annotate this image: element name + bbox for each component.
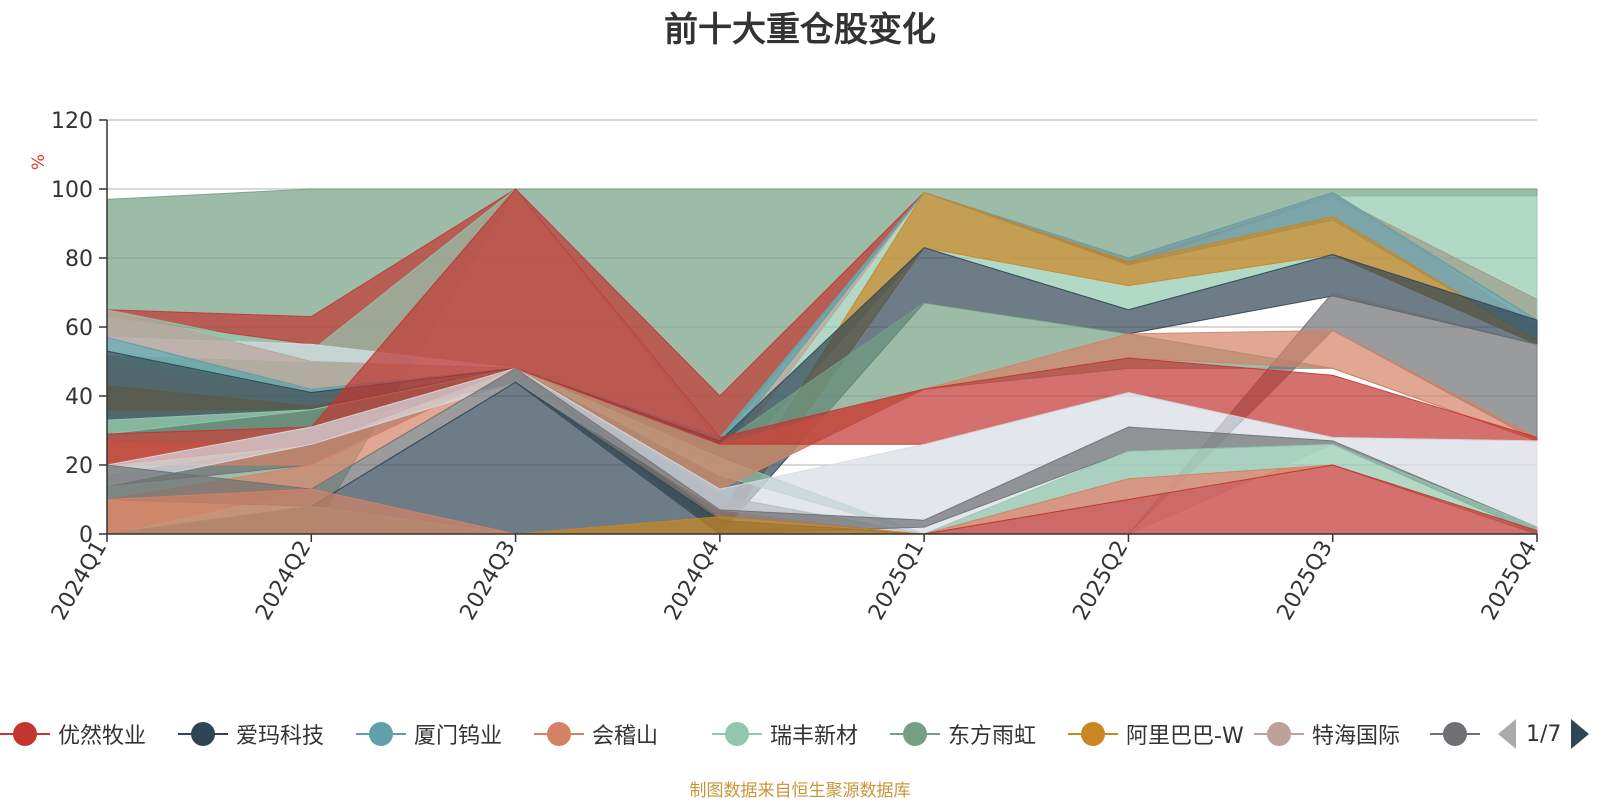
y-axis-label: % — [29, 154, 49, 170]
legend-marker-icon — [534, 716, 584, 752]
legend-item[interactable]: 瑞丰新材 — [712, 716, 858, 752]
legend-marker-icon — [178, 716, 228, 752]
area-series-layer — [106, 188, 1538, 535]
legend-pager: 1/7 — [1498, 716, 1590, 752]
x-tick-label: 2025Q3 — [1273, 537, 1338, 625]
legend-marker-icon — [712, 716, 762, 752]
legend-marker-icon — [356, 716, 406, 752]
y-tick-label: 40 — [65, 385, 93, 410]
y-tick-label: 20 — [65, 454, 93, 479]
x-tick-label: 2025Q2 — [1068, 537, 1133, 625]
legend-marker-icon — [0, 716, 50, 752]
legend-item[interactable] — [1430, 716, 1480, 752]
legend-item[interactable]: 厦门钨业 — [356, 716, 502, 752]
pager-next-icon[interactable] — [1571, 719, 1590, 749]
x-tick-label: 2025Q1 — [864, 537, 929, 625]
y-tick-label: 120 — [51, 109, 93, 134]
legend-item[interactable]: 爱玛科技 — [178, 716, 324, 752]
legend-item[interactable]: 特海国际 — [1254, 716, 1400, 752]
y-tick-label: 60 — [65, 316, 93, 341]
legend-label: 瑞丰新材 — [770, 724, 859, 749]
y-tick-label: 100 — [51, 178, 93, 203]
legend-marker-icon — [1254, 716, 1304, 752]
legend-marker-icon — [1068, 716, 1118, 752]
legend-label: 厦门钨业 — [414, 724, 503, 749]
legend-marker-icon — [890, 716, 940, 752]
legend-item[interactable]: 阿里巴巴-W — [1068, 716, 1244, 752]
legend-marker-icon — [1430, 716, 1480, 752]
legend-label: 会稽山 — [592, 724, 659, 749]
chart-title: 前十大重仓股变化 — [664, 10, 936, 50]
x-tick-label: 2024Q3 — [455, 537, 520, 625]
source-note: 制图数据来自恒生聚源数据库 — [689, 781, 911, 801]
x-tick-label: 2025Q4 — [1477, 537, 1542, 625]
pager-text: 1/7 — [1526, 721, 1562, 747]
x-tick-label: 2024Q2 — [251, 537, 316, 625]
legend-label: 东方雨虹 — [948, 724, 1037, 749]
legend-label: 爱玛科技 — [236, 724, 325, 749]
y-tick-label: 0 — [79, 523, 93, 548]
legend-label: 优然牧业 — [58, 724, 147, 749]
pager-prev-icon[interactable] — [1498, 719, 1516, 749]
x-tick-label: 2024Q1 — [47, 537, 112, 625]
legend-item[interactable]: 会稽山 — [534, 716, 658, 752]
legend-item[interactable]: 东方雨虹 — [890, 716, 1036, 752]
y-tick-label: 80 — [65, 247, 93, 272]
legend-item[interactable]: 优然牧业 — [0, 716, 146, 752]
x-tick-label: 2024Q4 — [660, 537, 725, 625]
legend-label: 特海国际 — [1312, 724, 1401, 749]
legend-label: 阿里巴巴-W — [1126, 724, 1244, 749]
